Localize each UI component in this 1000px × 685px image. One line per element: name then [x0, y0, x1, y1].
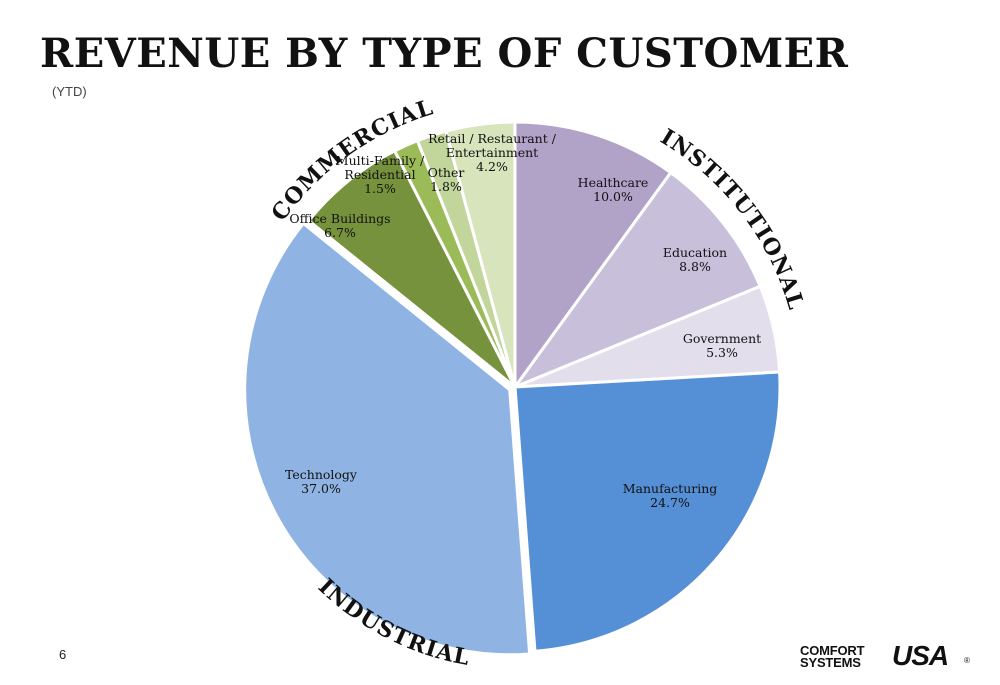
data-label-manufacturing: Manufacturing 24.7%: [623, 481, 718, 510]
company-logo: COMFORT SYSTEMS USA ®: [800, 642, 970, 674]
data-label-other: Other 1.8%: [428, 165, 465, 194]
logo-wordmark: COMFORT SYSTEMS: [800, 643, 865, 670]
data-label-education: Education 8.8%: [663, 245, 727, 274]
data-label-multi-family-residential: Multi-Family / Residential 1.5%: [336, 153, 425, 196]
pie-slice-retail-restaurant-entertainment: [444, 120, 517, 388]
data-label-government: Government 5.3%: [683, 331, 761, 360]
pie-slices: [243, 120, 782, 657]
data-label-technology: Technology 37.0%: [285, 467, 358, 496]
page-subtitle: (YTD): [52, 84, 87, 99]
pie-slice-technology: [243, 221, 532, 657]
logo-line-2: SYSTEMS: [800, 655, 861, 670]
pie-slice-office-buildings: [306, 148, 517, 389]
data-label-office-buildings: Office Buildings 6.7%: [289, 211, 390, 240]
pie-data-labels: Healthcare 10.0% Education 8.8% Government 5.…: [285, 131, 761, 510]
pie-slice-education: [510, 170, 763, 391]
page-number: 6: [59, 647, 67, 662]
data-label-retail-restaurant-entertainment: Retail / Restaurant / Entertainment 4.2%: [428, 131, 557, 174]
pie-slice-healthcare: [513, 120, 673, 392]
page-title: REVENUE BY TYPE OF CUSTOMER: [40, 30, 849, 77]
logo-line-1: COMFORT: [800, 643, 865, 658]
logo-registered-mark: ®: [964, 656, 970, 665]
data-label-healthcare: Healthcare 10.0%: [578, 175, 649, 204]
pie-slice-manufacturing: [513, 370, 782, 653]
logo-usa-mark: USA: [892, 640, 949, 671]
